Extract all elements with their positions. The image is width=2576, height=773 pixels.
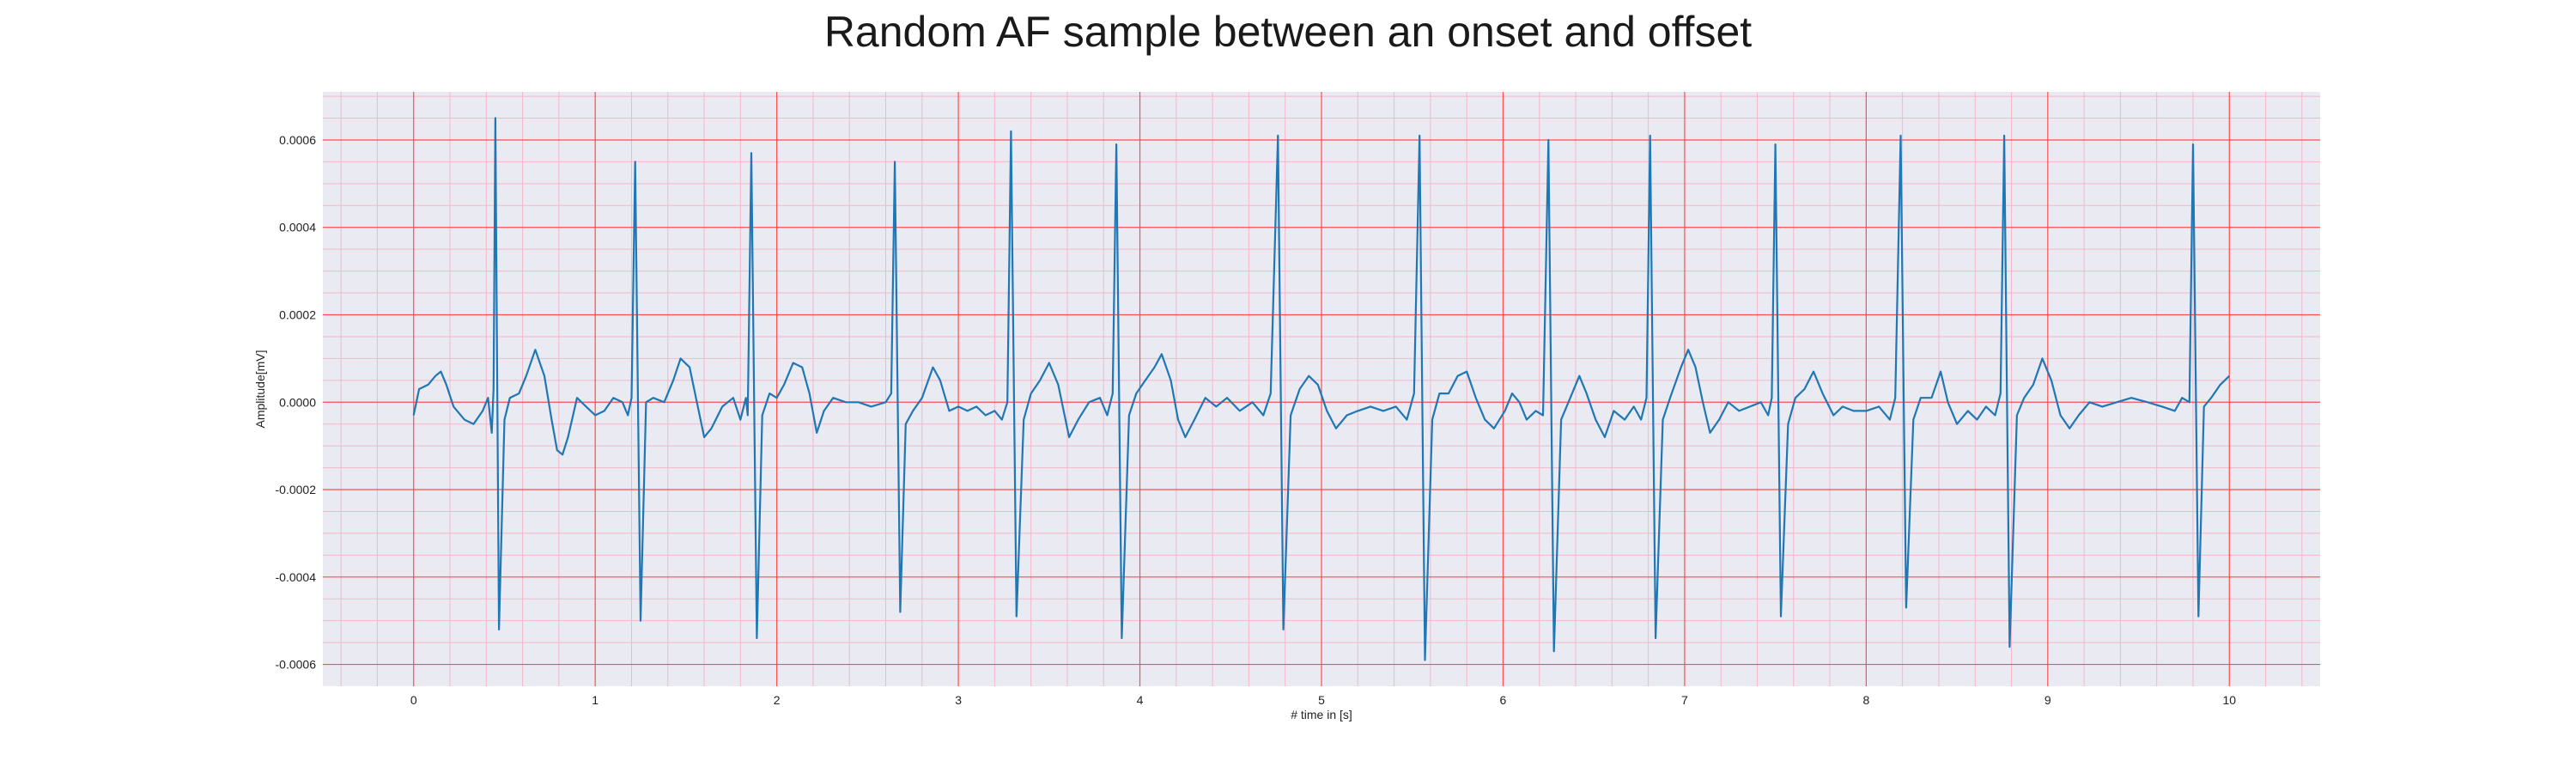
y-tick-label: 0.0006 — [279, 133, 316, 147]
y-tick-label: -0.0002 — [276, 483, 317, 496]
chart-title: Random AF sample between an onset and of… — [823, 8, 1753, 56]
x-tick-label: 3 — [955, 693, 962, 707]
x-tick-label: 9 — [2044, 693, 2051, 707]
x-tick-labels: 0 1 2 3 4 5 6 7 8 9 10 — [410, 693, 2236, 707]
y-axis-label: Amplitude[mV] — [253, 350, 267, 428]
ecg-series-line — [412, 117, 2231, 661]
y-tick-label: 0.0002 — [279, 308, 316, 322]
x-tick-label: 10 — [2222, 693, 2236, 707]
x-tick-label: 5 — [1318, 693, 1325, 707]
y-tick-label: 0.0000 — [279, 395, 316, 409]
y-tick-label: -0.0006 — [276, 658, 317, 672]
x-tick-label: 4 — [1137, 693, 1144, 707]
x-tick-label: 0 — [410, 693, 417, 707]
x-tick-label: 6 — [1500, 693, 1507, 707]
x-tick-label: 7 — [1681, 693, 1688, 707]
series-layer — [412, 117, 2231, 661]
x-tick-label: 8 — [1862, 693, 1869, 707]
y-tick-labels: 0.0006 0.0004 0.0002 0.0000 -0.0002 -0.0004 -0… — [276, 133, 317, 672]
y-tick-label: 0.0004 — [279, 221, 316, 234]
x-tick-label: 2 — [774, 693, 781, 707]
x-tick-label: 1 — [592, 693, 598, 707]
x-axis-label: # time in [s] — [1291, 708, 1352, 721]
y-tick-label: -0.0004 — [276, 570, 317, 584]
